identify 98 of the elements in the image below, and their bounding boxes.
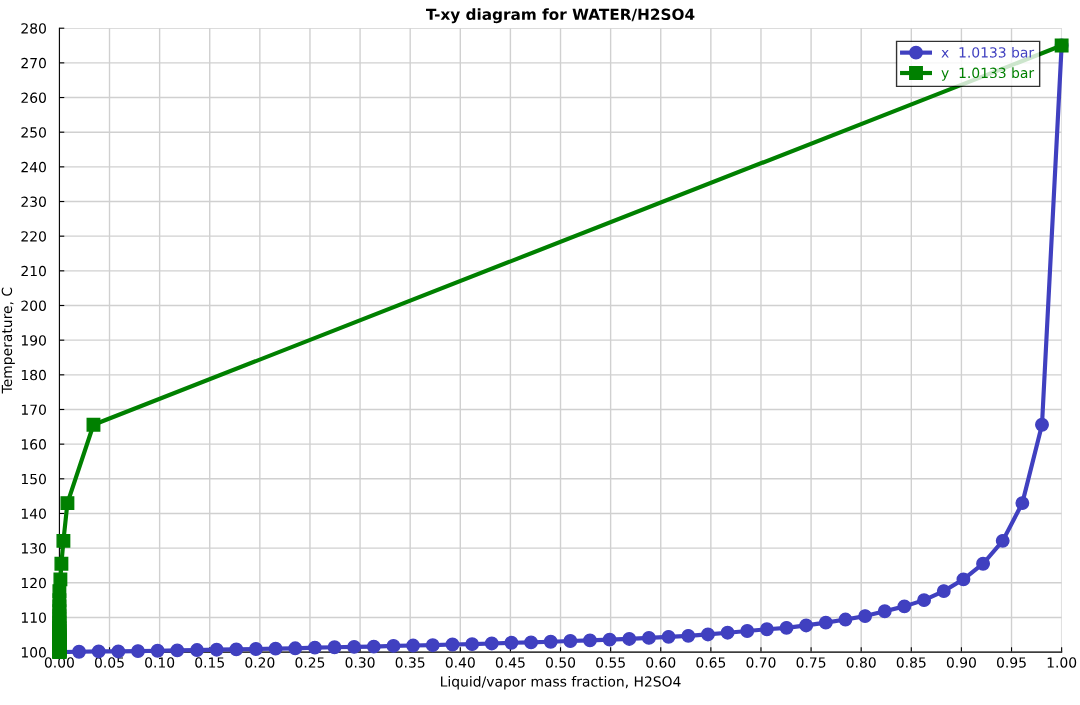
point	[583, 633, 597, 648]
y-tick-label: 260	[21, 92, 46, 103]
point	[641, 630, 656, 645]
point	[681, 628, 696, 643]
point	[170, 643, 185, 658]
point	[366, 639, 381, 654]
legend-label: y 1.0133 bar	[941, 67, 1035, 81]
point	[209, 642, 224, 657]
point	[504, 635, 519, 650]
y-tick-label: 150	[21, 473, 46, 485]
y-axis-title: Temperature, C	[1, 287, 15, 394]
x-tick-label: 0.15	[195, 657, 224, 668]
y-tick-label: 250	[21, 127, 46, 138]
x-tick-label: 0.90	[946, 657, 976, 668]
y-tick-label: 110	[21, 612, 46, 623]
x-tick-label: 0.95	[996, 657, 1026, 668]
y-tick-label: 100	[21, 647, 46, 658]
point	[347, 639, 362, 654]
point	[86, 417, 101, 432]
point	[327, 640, 342, 655]
point	[779, 620, 794, 635]
y-tick-label: 280	[21, 23, 46, 34]
point	[131, 644, 145, 659]
point	[858, 609, 873, 624]
y-tick-label: 160	[21, 439, 46, 450]
point	[91, 644, 106, 659]
point	[425, 638, 440, 653]
point	[995, 533, 1010, 548]
point	[465, 637, 480, 652]
point	[268, 641, 283, 656]
point	[956, 572, 971, 587]
point	[976, 556, 991, 571]
x-axis-title: Liquid/vapor mass fraction, H2SO4	[441, 675, 681, 690]
y-tick-label: 210	[21, 265, 46, 277]
x-tick-label: 0.25	[295, 657, 325, 668]
point	[72, 644, 86, 659]
x-tick-label: 0.05	[94, 657, 124, 668]
point	[759, 622, 774, 637]
point	[818, 615, 833, 630]
x-tick-label: 0.20	[245, 657, 275, 668]
y-tick-label: 270	[21, 57, 46, 69]
y-tick-label: 240	[21, 161, 46, 173]
point	[917, 593, 931, 608]
x-tick-label: 0.80	[846, 657, 876, 668]
x-tick-label: 1.00	[1047, 657, 1077, 668]
x-tick-label: 0.70	[746, 657, 776, 668]
x-tick-label: 0.45	[495, 657, 525, 668]
point	[877, 604, 892, 619]
point	[799, 618, 814, 633]
y-tick-label: 120	[21, 577, 46, 589]
point	[1035, 417, 1049, 432]
point	[720, 625, 735, 640]
point	[563, 634, 578, 648]
point	[248, 642, 263, 656]
point	[150, 643, 165, 658]
x-tick-label: 0.30	[345, 657, 375, 668]
y-tick-label: 170	[21, 404, 46, 415]
point	[406, 638, 421, 653]
point	[897, 599, 912, 614]
y-tick-label: 230	[21, 196, 46, 207]
point	[838, 612, 853, 627]
y-tick-label: 180	[21, 369, 46, 381]
point	[701, 627, 715, 642]
y-tick-label: 220	[21, 231, 46, 242]
x-tick-label: 0.65	[696, 657, 726, 668]
legend-label: x 1.0133 bar	[941, 46, 1035, 58]
y-tick-label: 200	[21, 300, 46, 311]
point	[60, 496, 75, 511]
point	[386, 638, 401, 653]
point	[543, 634, 558, 649]
x-tick-label: 0.85	[896, 657, 926, 668]
point	[740, 624, 755, 638]
point	[190, 643, 204, 657]
point	[524, 635, 538, 650]
point	[53, 572, 68, 587]
y-tick-label: 140	[21, 508, 46, 519]
x-tick-label: 0.55	[596, 657, 625, 668]
point	[622, 632, 637, 646]
point	[229, 642, 244, 657]
y-tick-label: 130	[21, 543, 46, 554]
x-tick-label: 0.50	[545, 657, 576, 668]
point	[936, 584, 951, 599]
x-tick-label: 0.35	[395, 657, 425, 668]
point	[288, 641, 303, 656]
point	[307, 640, 322, 655]
x-tick-label: 0.40	[445, 657, 475, 668]
point	[484, 636, 499, 651]
x-tick-label: 0.60	[646, 657, 676, 668]
point	[56, 533, 71, 548]
x-tick-label: 0.75	[796, 657, 826, 668]
x-tick-label: 0.10	[145, 657, 175, 668]
point	[445, 637, 460, 652]
point	[1015, 496, 1030, 511]
y-tick-label: 190	[21, 335, 46, 346]
point	[661, 629, 676, 644]
point	[602, 632, 617, 647]
point	[54, 556, 69, 571]
chart-title: T-xy diagram for WATER/H2SO4	[426, 8, 695, 24]
